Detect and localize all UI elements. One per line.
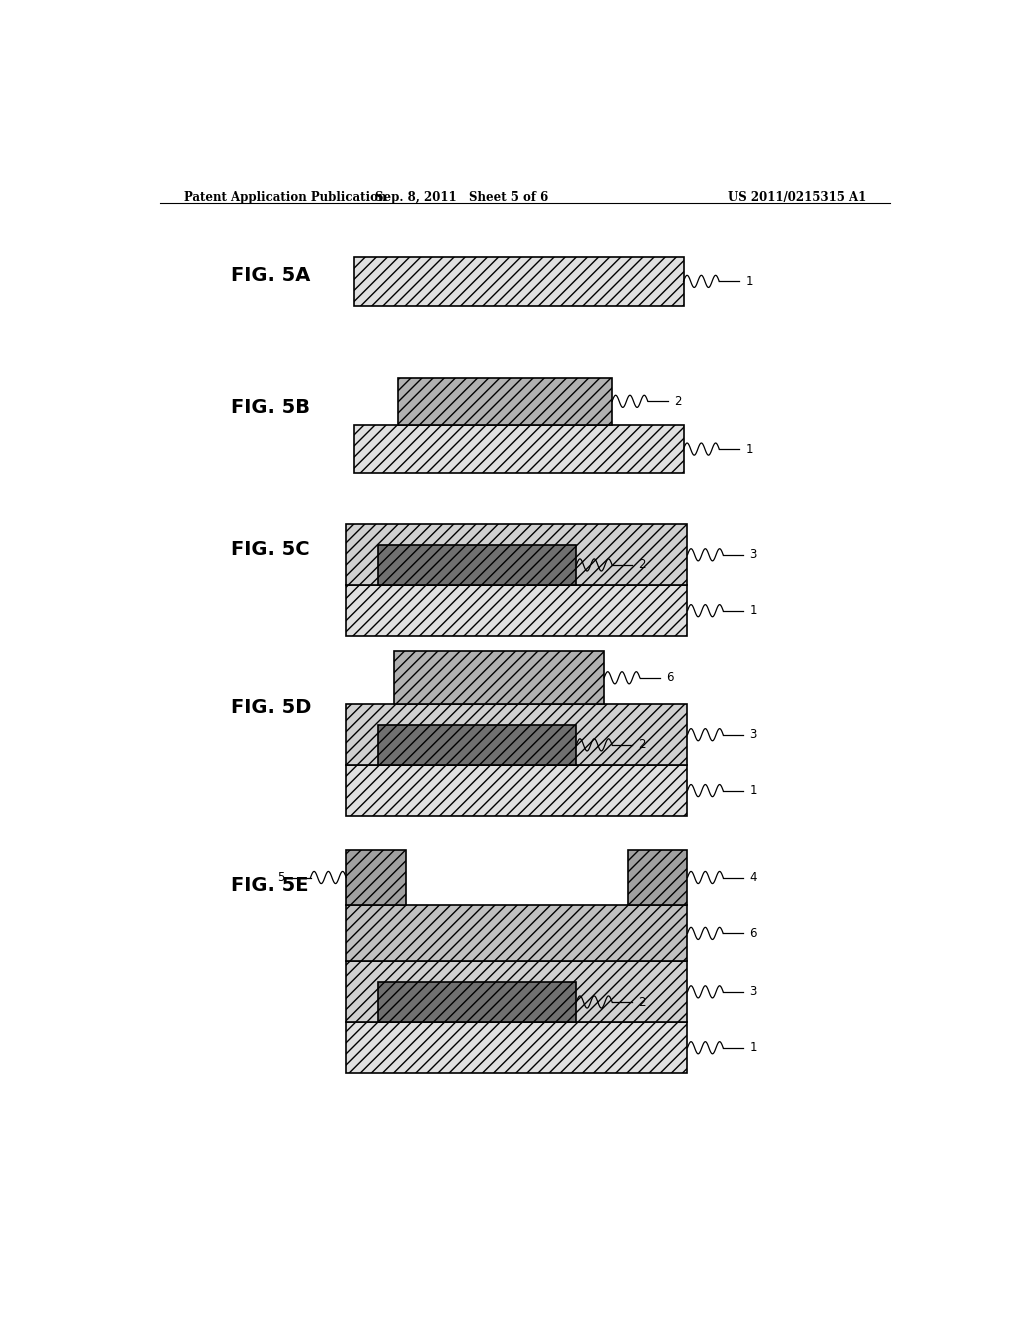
Bar xyxy=(394,651,604,704)
Text: 5: 5 xyxy=(276,871,285,884)
Text: Patent Application Publication: Patent Application Publication xyxy=(183,191,386,203)
Text: 6: 6 xyxy=(750,927,757,940)
Text: FIG. 5C: FIG. 5C xyxy=(231,540,310,560)
Text: US 2011/0215315 A1: US 2011/0215315 A1 xyxy=(728,191,866,203)
Text: 2: 2 xyxy=(674,395,682,408)
Bar xyxy=(346,704,687,766)
Bar xyxy=(346,766,687,816)
Text: 2: 2 xyxy=(638,558,646,572)
Text: FIG. 5A: FIG. 5A xyxy=(231,265,310,285)
Text: FIG. 5E: FIG. 5E xyxy=(231,875,308,895)
Bar xyxy=(378,545,577,585)
Bar xyxy=(346,1022,687,1073)
Bar xyxy=(378,982,577,1022)
Bar xyxy=(354,257,684,306)
Text: 6: 6 xyxy=(666,672,674,684)
Text: 4: 4 xyxy=(750,871,757,884)
Text: 1: 1 xyxy=(750,784,757,797)
Bar xyxy=(354,425,684,474)
Bar xyxy=(378,725,577,766)
Bar xyxy=(346,585,687,636)
Text: FIG. 5D: FIG. 5D xyxy=(231,698,311,717)
Text: 1: 1 xyxy=(745,275,753,288)
Bar xyxy=(346,961,687,1022)
Text: 1: 1 xyxy=(750,605,757,618)
Bar xyxy=(378,982,577,1022)
Text: Sep. 8, 2011   Sheet 5 of 6: Sep. 8, 2011 Sheet 5 of 6 xyxy=(375,191,548,203)
Bar xyxy=(346,850,406,906)
Text: 1: 1 xyxy=(745,442,753,455)
Bar xyxy=(628,850,687,906)
Text: 3: 3 xyxy=(750,985,757,998)
Text: 1: 1 xyxy=(750,1041,757,1055)
Text: 3: 3 xyxy=(750,729,757,742)
Text: 2: 2 xyxy=(638,995,646,1008)
Text: 2: 2 xyxy=(638,738,646,751)
Bar xyxy=(397,378,612,425)
Bar xyxy=(378,545,577,585)
Bar xyxy=(346,524,687,585)
Text: 3: 3 xyxy=(750,548,757,561)
Text: FIG. 5B: FIG. 5B xyxy=(231,397,310,417)
Bar xyxy=(378,725,577,766)
Bar xyxy=(346,906,687,961)
